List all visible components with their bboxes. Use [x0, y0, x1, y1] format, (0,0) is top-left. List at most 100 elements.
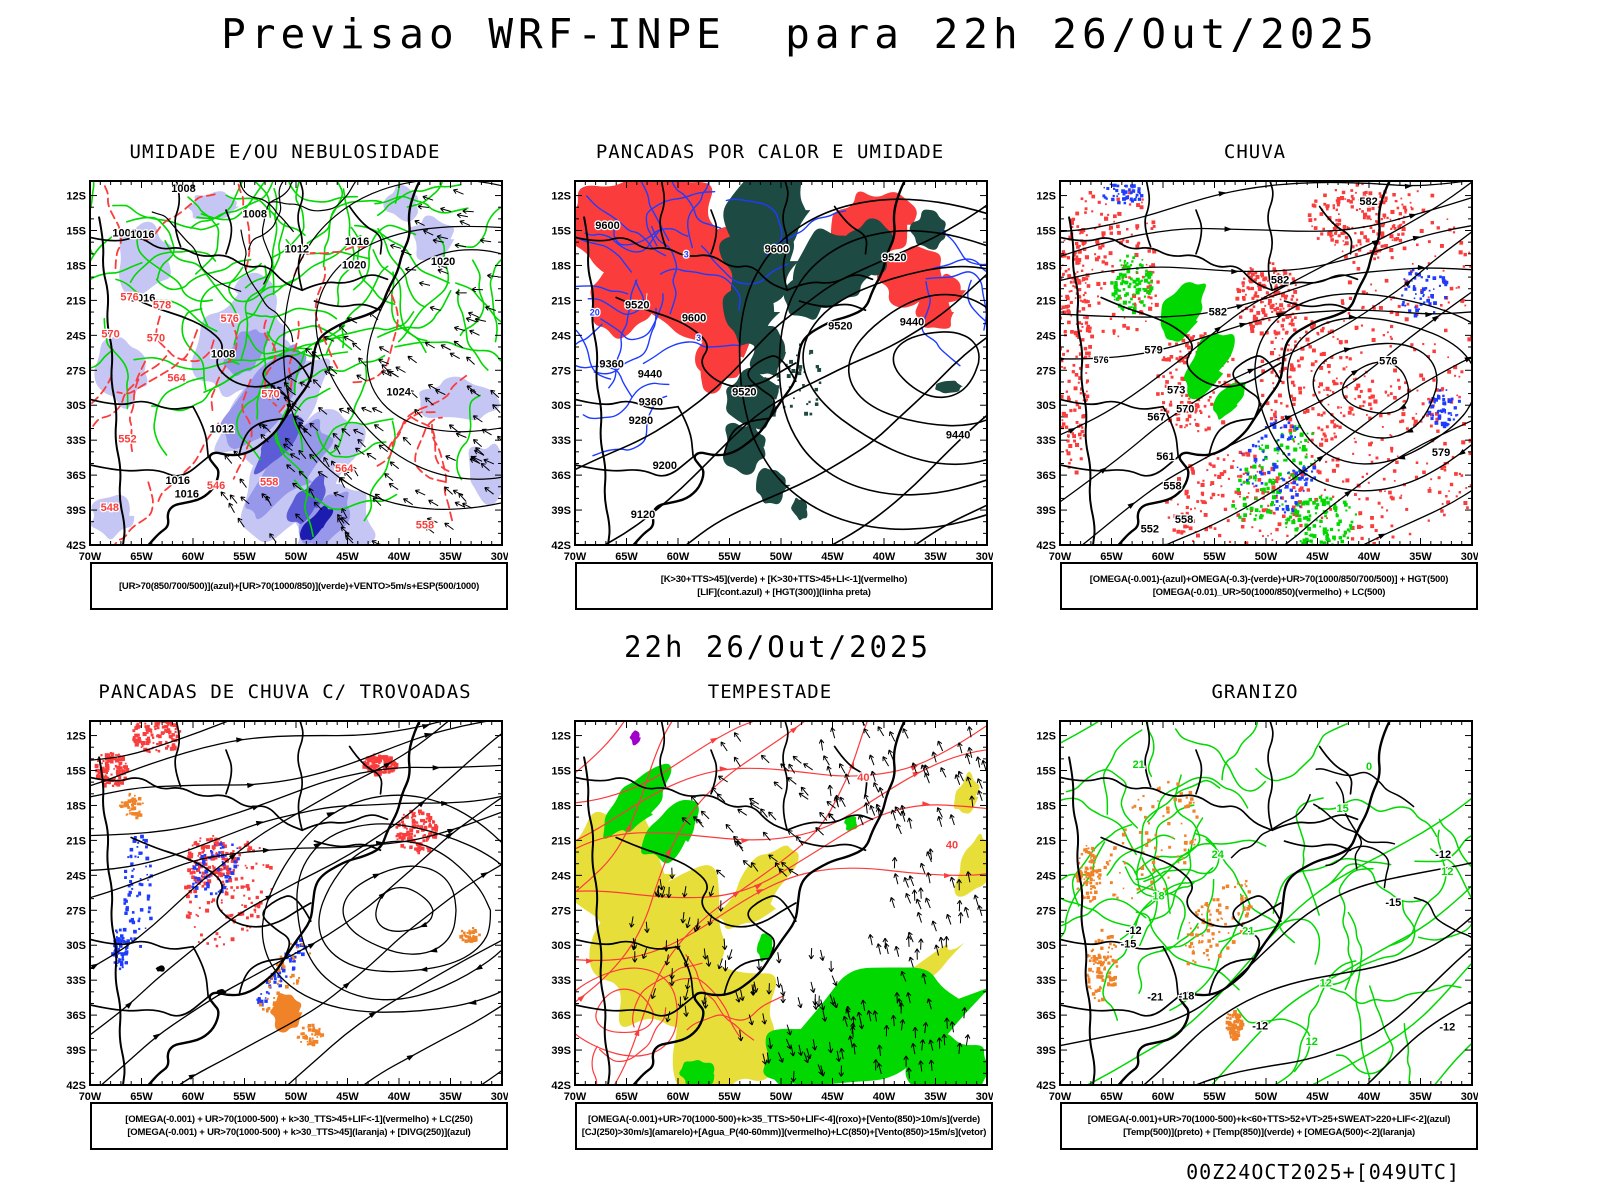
svg-text:30W: 30W [491, 551, 508, 563]
svg-text:564: 564 [167, 373, 186, 385]
svg-text:1008: 1008 [243, 208, 267, 220]
caption-box-umidade: [UR>70(850/700/500)](azul)+[UR>70(1000/8… [90, 562, 508, 610]
svg-text:45W: 45W [1306, 551, 1329, 563]
svg-text:18S: 18S [1036, 260, 1056, 272]
svg-text:30W: 30W [976, 551, 993, 563]
svg-text:9440: 9440 [638, 369, 662, 381]
svg-text:50W: 50W [1255, 551, 1278, 563]
svg-text:576: 576 [1379, 355, 1397, 367]
svg-text:578: 578 [153, 299, 171, 311]
svg-text:60W: 60W [667, 551, 690, 563]
svg-text:24S: 24S [551, 870, 571, 882]
svg-text:24: 24 [1212, 849, 1225, 861]
caption-box-chuva: [OMEGA(-0.001)-(azul)+OMEGA(-0.3)-(verde… [1060, 562, 1478, 610]
svg-text:30S: 30S [66, 400, 86, 412]
svg-text:576: 576 [1094, 355, 1109, 365]
svg-text:548: 548 [101, 502, 119, 514]
svg-text:55W: 55W [718, 1091, 741, 1103]
svg-text:60W: 60W [1152, 551, 1175, 563]
svg-text:40W: 40W [1358, 551, 1381, 563]
svg-text:30S: 30S [66, 940, 86, 952]
svg-text:9120: 9120 [631, 509, 655, 521]
caption-line: [OMEGA(-0.001) + UR>70(1000-500) + k>30_… [125, 1114, 473, 1125]
svg-text:576: 576 [120, 291, 138, 303]
svg-text:-12: -12 [1435, 849, 1451, 861]
svg-text:42S: 42S [1036, 540, 1056, 552]
svg-text:45W: 45W [336, 551, 359, 563]
svg-text:70W: 70W [564, 1091, 587, 1103]
svg-text:36S: 36S [66, 1010, 86, 1022]
svg-text:546: 546 [207, 480, 225, 492]
svg-text:39S: 39S [66, 1045, 86, 1057]
svg-text:9200: 9200 [653, 460, 677, 472]
svg-text:55W: 55W [233, 551, 256, 563]
svg-text:65W: 65W [615, 1091, 638, 1103]
svg-text:39S: 39S [551, 505, 571, 517]
svg-text:27S: 27S [66, 365, 86, 377]
panel-title-granizo: GRANIZO [1211, 681, 1299, 703]
panel-trovoadas: PANCADAS DE CHUVA C/ TROVOADAS 12S 15S 18S… [62, 678, 508, 1150]
svg-text:12S: 12S [1036, 191, 1056, 203]
panel-granizo: GRANIZO 21 0 15 24 12 18 21 12 12 -12 -15 -12 -15 -21… [1032, 678, 1478, 1150]
svg-text:30S: 30S [551, 400, 571, 412]
svg-text:12S: 12S [551, 191, 571, 203]
svg-text:27S: 27S [66, 905, 86, 917]
svg-text:0: 0 [1366, 761, 1372, 773]
svg-text:60W: 60W [667, 1091, 690, 1103]
svg-text:9520: 9520 [732, 386, 756, 398]
svg-text:40W: 40W [388, 1091, 411, 1103]
svg-text:579: 579 [1432, 447, 1450, 459]
svg-text:15S: 15S [551, 766, 571, 778]
svg-text:65W: 65W [1100, 551, 1123, 563]
svg-text:-12: -12 [1126, 925, 1142, 937]
caption-line: [Temp(500)](preto) + [Temp(850)](verde) … [1123, 1127, 1415, 1138]
svg-text:552: 552 [118, 434, 136, 446]
svg-text:1008: 1008 [112, 227, 136, 239]
svg-text:1016: 1016 [175, 489, 199, 501]
svg-text:50W: 50W [770, 1091, 793, 1103]
map-pancadas-calor: 9600 9600 9520 9600 9520 9520 9440 9360 9440 9520… [551, 180, 993, 563]
svg-text:567: 567 [1147, 412, 1165, 424]
svg-text:30W: 30W [976, 1091, 993, 1103]
svg-text:24S: 24S [66, 330, 86, 342]
svg-text:55W: 55W [718, 551, 741, 563]
svg-text:9600: 9600 [682, 313, 706, 325]
svg-text:1016: 1016 [166, 475, 190, 487]
svg-text:27S: 27S [1036, 365, 1056, 377]
svg-text:1016: 1016 [130, 229, 154, 241]
svg-text:12: 12 [1441, 866, 1453, 878]
caption-box-tempestade: [OMEGA(-0.001)+UR>70(1000-500)+k>35_TTS>… [575, 1102, 993, 1150]
svg-text:570: 570 [1176, 404, 1194, 416]
svg-text:60W: 60W [182, 551, 205, 563]
svg-text:39S: 39S [1036, 505, 1056, 517]
svg-text:570: 570 [101, 329, 119, 341]
svg-text:9520: 9520 [882, 252, 906, 264]
caption-line: [OMEGA(-0.001)+UR>70(1000-500)+k<60+TTS>… [1087, 1114, 1451, 1125]
model-run-footer: 00Z24OCT2025+[049UTC] [1186, 1160, 1460, 1184]
svg-text:70W: 70W [79, 1091, 102, 1103]
svg-text:582: 582 [1359, 196, 1377, 208]
svg-text:30W: 30W [1461, 551, 1478, 563]
svg-text:9440: 9440 [900, 317, 924, 329]
svg-text:33S: 33S [1036, 435, 1056, 447]
svg-text:45W: 45W [821, 551, 844, 563]
panel-umidade: UMIDADE E/OU NEBULOSIDADE 1008 1008 1008 10… [62, 138, 508, 610]
caption-box-pancadas-calor: [K>30+TTS>45](verde) + [K>30+TTS>45+LI<-… [575, 562, 993, 610]
svg-text:36S: 36S [551, 1010, 571, 1022]
svg-text:45W: 45W [821, 1091, 844, 1103]
svg-text:27S: 27S [551, 365, 571, 377]
svg-text:35W: 35W [439, 1091, 462, 1103]
svg-text:30S: 30S [551, 940, 571, 952]
svg-text:1008: 1008 [211, 349, 235, 361]
svg-text:-12: -12 [1252, 1021, 1268, 1033]
svg-text:40: 40 [946, 839, 958, 851]
svg-text:21S: 21S [66, 835, 86, 847]
svg-text:21S: 21S [551, 295, 571, 307]
panel-pancadas-calor: PANCADAS POR CALOR E UMIDADE 9600 9600 952… [547, 138, 993, 610]
svg-text:40: 40 [857, 772, 869, 784]
svg-text:42S: 42S [551, 1080, 571, 1092]
svg-text:21S: 21S [551, 835, 571, 847]
svg-text:27S: 27S [551, 905, 571, 917]
caption-line: [OMEGA(-0.001)-(azul)+OMEGA(-0.3)-(verde… [1089, 574, 1449, 585]
